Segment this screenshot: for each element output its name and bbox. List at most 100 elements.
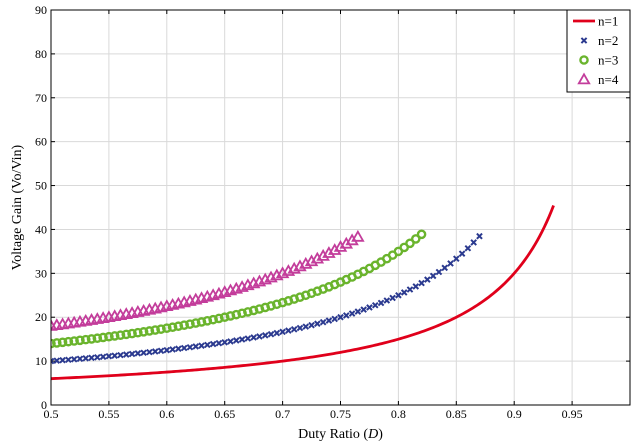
x-tick-label: 0.6 bbox=[159, 407, 174, 421]
data-point bbox=[198, 342, 205, 349]
data-point bbox=[146, 348, 153, 356]
x-tick-labels: 0.5 0.55 0.6 0.65 0.7 0.75 0.8 0.85 0.9 0.95 bbox=[44, 407, 583, 421]
data-point bbox=[250, 334, 257, 341]
y-tick-label: 70 bbox=[35, 91, 47, 105]
data-point bbox=[337, 313, 344, 321]
data-point bbox=[209, 340, 217, 348]
data-point bbox=[232, 337, 240, 344]
legend-item: n=4 bbox=[577, 72, 619, 87]
data-point bbox=[389, 294, 396, 302]
data-point bbox=[285, 327, 292, 334]
data-point bbox=[82, 355, 90, 362]
x-tick-label: 0.75 bbox=[330, 407, 351, 421]
data-point bbox=[360, 306, 367, 313]
y-tick-label: 50 bbox=[35, 179, 47, 193]
data-point bbox=[371, 301, 379, 309]
series-n-3 bbox=[51, 229, 427, 349]
data-point bbox=[75, 335, 85, 346]
data-point bbox=[215, 339, 223, 347]
data-point bbox=[156, 324, 166, 334]
data-point bbox=[80, 334, 91, 345]
data-point bbox=[63, 336, 74, 347]
data-point bbox=[296, 324, 304, 332]
y-tick-label: 90 bbox=[35, 3, 47, 17]
data-point bbox=[405, 238, 415, 249]
data-point bbox=[345, 233, 359, 246]
legend-item: n=3 bbox=[579, 53, 618, 68]
data-point bbox=[57, 337, 68, 348]
legend-marker-icon bbox=[580, 37, 588, 44]
data-point bbox=[196, 317, 207, 327]
data-point bbox=[161, 323, 172, 333]
x-tick-label: 0.7 bbox=[275, 407, 290, 421]
data-point bbox=[273, 329, 281, 337]
x-tick-label: 0.85 bbox=[446, 407, 467, 421]
data-point bbox=[441, 264, 449, 272]
data-point bbox=[105, 352, 113, 360]
y-tick-label: 40 bbox=[35, 222, 47, 236]
data-point bbox=[383, 297, 391, 304]
data-point bbox=[167, 322, 178, 333]
data-point bbox=[134, 350, 142, 357]
data-point bbox=[179, 320, 189, 331]
data-point bbox=[377, 299, 385, 307]
x-tick-label: 0.9 bbox=[507, 407, 522, 421]
data-point bbox=[470, 239, 477, 246]
data-point bbox=[202, 316, 213, 326]
data-point bbox=[180, 344, 188, 352]
data-point bbox=[348, 310, 356, 317]
data-point bbox=[121, 329, 132, 340]
data-point bbox=[98, 332, 108, 343]
y-tick-label: 60 bbox=[35, 135, 47, 149]
data-point bbox=[256, 333, 263, 340]
data-point bbox=[192, 343, 200, 350]
data-point bbox=[92, 333, 103, 344]
data-point bbox=[138, 327, 149, 337]
x-axis-label-suffix: ) bbox=[378, 427, 383, 442]
data-point bbox=[279, 328, 286, 336]
data-point bbox=[151, 348, 159, 355]
x-tick-label: 0.95 bbox=[562, 407, 583, 421]
data-point bbox=[267, 330, 275, 338]
data-point bbox=[122, 351, 130, 358]
data-point bbox=[128, 350, 136, 358]
y-tick-labels: 0 10 20 30 40 50 60 70 80 90 bbox=[35, 3, 47, 412]
data-point bbox=[109, 331, 120, 341]
data-point bbox=[88, 354, 95, 362]
legend-box bbox=[566, 9, 631, 93]
data-point bbox=[395, 291, 402, 299]
data-point bbox=[204, 341, 211, 349]
data-point bbox=[208, 314, 218, 325]
data-point bbox=[51, 338, 62, 348]
legend-item: n=2 bbox=[580, 33, 618, 48]
data-point bbox=[319, 318, 327, 326]
data-point bbox=[333, 239, 348, 252]
data-point bbox=[186, 343, 194, 351]
data-point bbox=[325, 317, 333, 324]
data-point bbox=[290, 326, 298, 333]
legend-item: n=1 bbox=[573, 14, 618, 29]
y-tick-label: 20 bbox=[35, 310, 47, 324]
data-point bbox=[76, 355, 84, 363]
data-point bbox=[227, 338, 234, 345]
data-point bbox=[429, 272, 437, 280]
data-point bbox=[150, 325, 161, 335]
data-point bbox=[99, 353, 107, 361]
data-point bbox=[400, 289, 408, 296]
data-point bbox=[221, 338, 229, 346]
data-point bbox=[331, 315, 339, 323]
data-point bbox=[327, 243, 342, 255]
legend: n=1 n=2 n=3 n=4 bbox=[566, 9, 631, 93]
plot-frame bbox=[50, 9, 631, 406]
data-point bbox=[458, 250, 466, 257]
y-axis-label: Voltage Gain (Vo/Vin) bbox=[10, 144, 25, 270]
data-point bbox=[447, 260, 454, 267]
data-point bbox=[308, 321, 315, 329]
x-axis-label-prefix: Duty Ratio ( bbox=[298, 427, 368, 442]
data-point bbox=[412, 283, 420, 290]
data-point bbox=[302, 323, 310, 330]
data-point bbox=[314, 320, 321, 328]
data-point bbox=[339, 236, 354, 249]
data-point bbox=[53, 357, 61, 364]
